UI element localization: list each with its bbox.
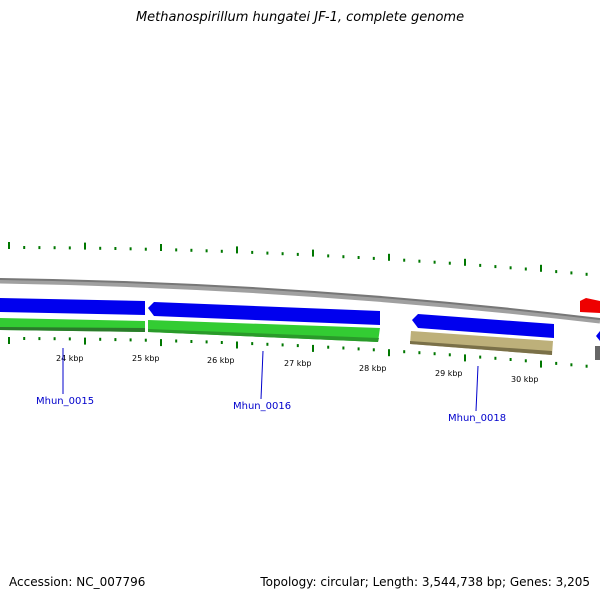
outer-tick-ring [8, 242, 588, 276]
accession-number: Accession: NC_007796 [9, 575, 146, 589]
feature-box-gray[interactable] [595, 346, 600, 360]
gene-label-mhun-0015[interactable]: Mhun_0015 [36, 396, 94, 407]
scale-label: 25 kbp [132, 354, 160, 363]
feature-arrow-red[interactable] [580, 298, 600, 313]
genome-backbone-shadow [0, 278, 600, 324]
inner-tick-ring [8, 337, 588, 368]
gene-label-leader [475, 365, 479, 412]
gene-arrow-shadow [148, 329, 379, 342]
gene-arrow-shadow [0, 327, 145, 332]
scale-label: 29 kbp [435, 369, 463, 378]
scale-label: 28 kbp [359, 364, 387, 373]
gene-label-mhun-0018[interactable]: Mhun_0018 [448, 413, 506, 424]
genome-stats: Topology: circular; Length: 3,544,738 bp… [260, 575, 590, 589]
scale-label: 30 kbp [511, 375, 539, 384]
pseudo-gene-shadow [410, 341, 552, 355]
scale-label: 24 kbp [56, 354, 84, 363]
scale-label: 26 kbp [207, 356, 235, 365]
cds-arrow[interactable] [148, 302, 380, 325]
gene-label-mhun-0016[interactable]: Mhun_0016 [233, 401, 291, 412]
cds-arrow[interactable] [412, 314, 554, 338]
cds-arrow-partial[interactable] [596, 331, 600, 341]
genome-backbone [0, 278, 600, 320]
scale-label: 27 kbp [284, 359, 312, 368]
gene-label-leader [260, 350, 264, 400]
genome-title: Methanospirillum hungatei JF-1, complete… [135, 10, 465, 25]
cds-arrow[interactable] [0, 298, 145, 315]
